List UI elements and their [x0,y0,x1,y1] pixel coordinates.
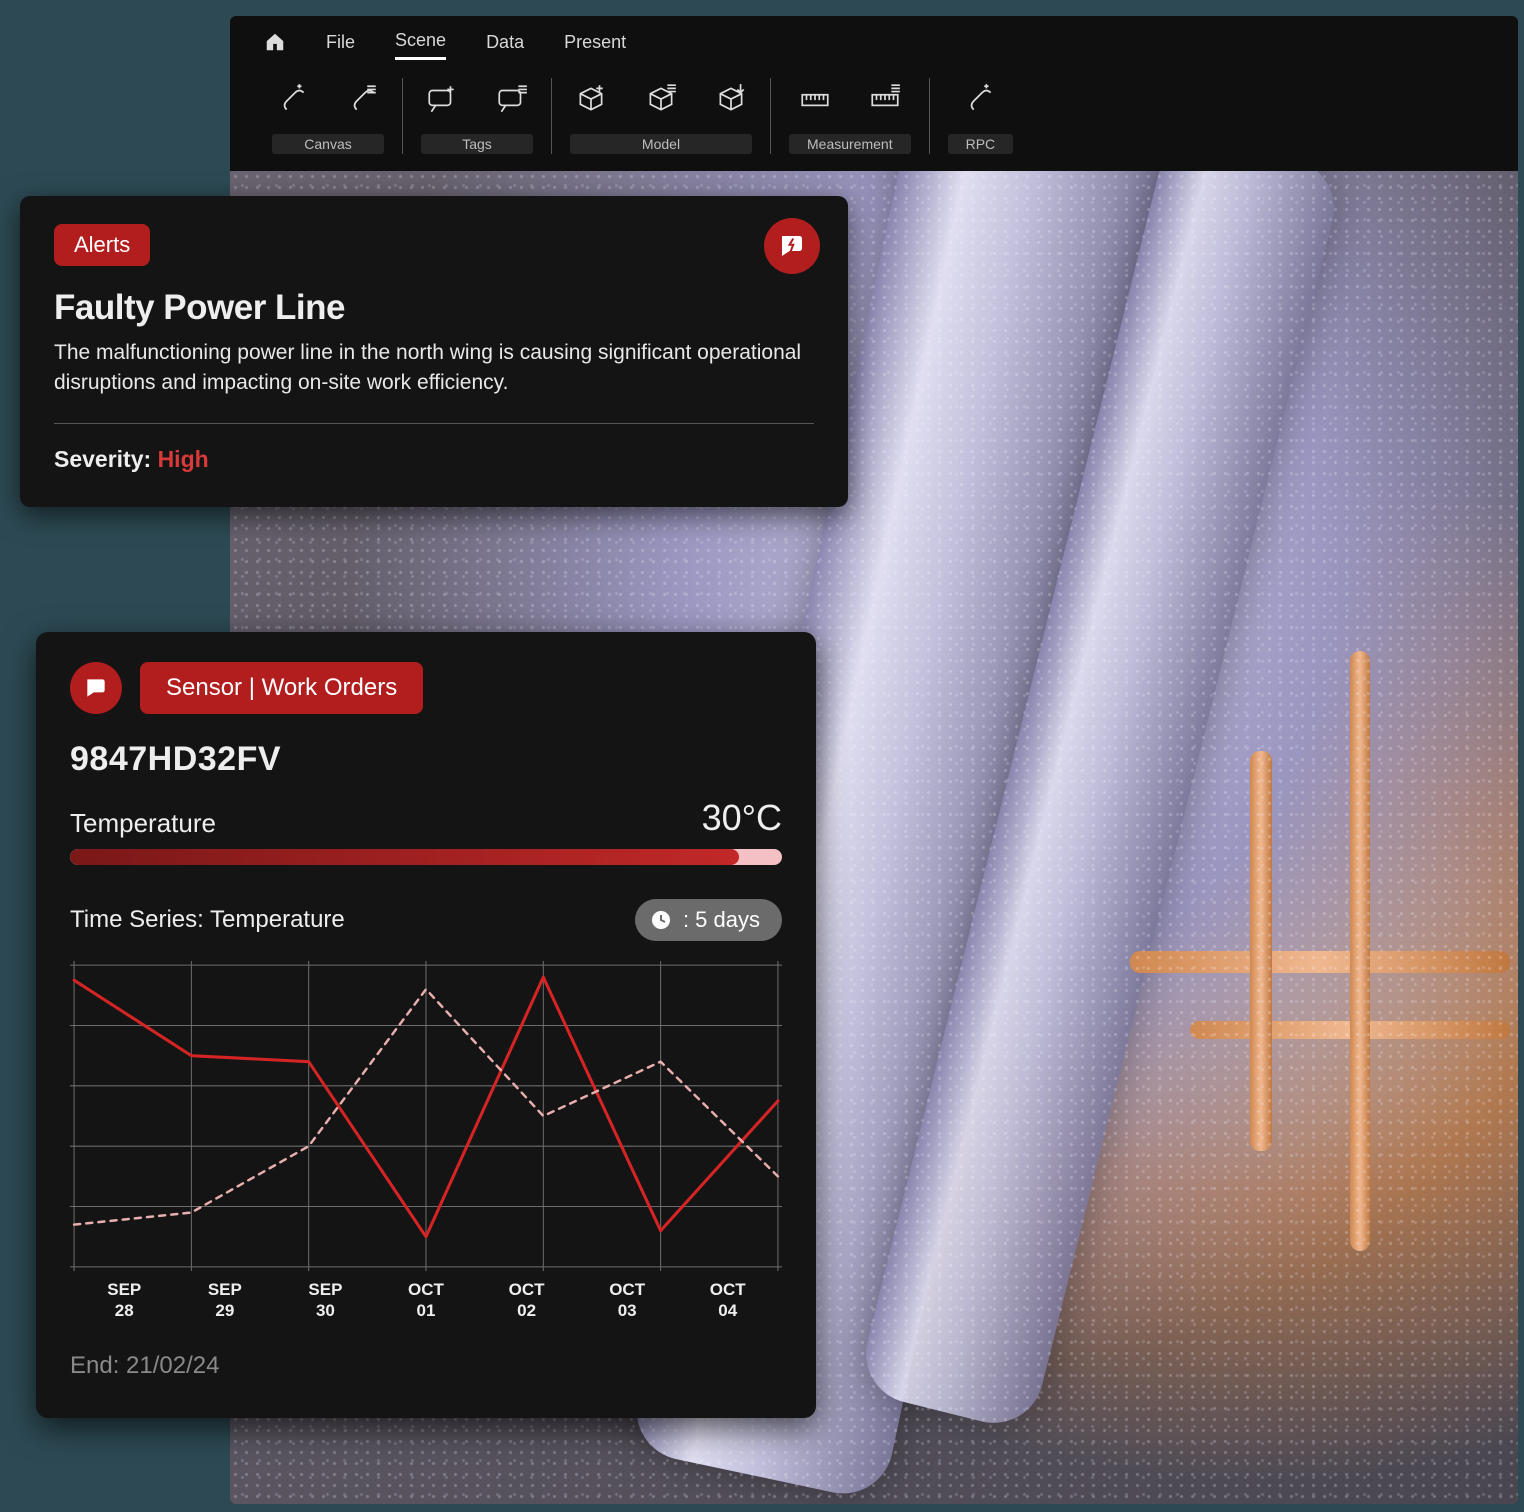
menu-scene[interactable]: Scene [395,30,446,60]
menu-file[interactable]: File [326,32,355,59]
sensor-card: Sensor | Work Orders 9847HD32FV Temperat… [36,632,816,1418]
timerange-label: : 5 days [683,907,760,933]
x-label: SEP28 [74,1279,175,1322]
x-label: OCT04 [677,1279,778,1322]
rpc-add-icon[interactable] [959,78,1001,120]
toolbar: Canvas Tags Model Measurement [230,68,1518,154]
tool-group-canvas: Canvas [254,78,403,154]
home-icon[interactable] [264,31,286,59]
divider [54,423,814,424]
x-label: SEP29 [175,1279,276,1322]
measure-list-icon[interactable] [864,78,906,120]
menu-data[interactable]: Data [486,32,524,59]
temperature-gauge [70,849,782,865]
x-label: SEP30 [275,1279,376,1322]
tool-label-measurement: Measurement [789,134,911,154]
alert-action-icon[interactable] [764,218,820,274]
gauge-fill [70,849,739,865]
timerange-pill[interactable]: : 5 days [635,899,782,941]
tool-label-rpc: RPC [948,134,1014,154]
severity-value: High [158,446,209,472]
gauge-value: 30°C [702,797,782,839]
tool-label-model: Model [570,134,752,154]
model-list-icon[interactable] [640,78,682,120]
x-label: OCT03 [577,1279,678,1322]
x-label: OCT02 [476,1279,577,1322]
clock-icon [649,908,673,932]
timeseries-title: Time Series: Temperature [70,906,345,934]
alert-description: The malfunctioning power line in the nor… [54,338,814,399]
tag-add-icon[interactable] [421,78,463,120]
model-import-icon[interactable] [710,78,752,120]
end-date: End: 21/02/24 [70,1352,782,1380]
tool-group-model: Model [552,78,771,154]
x-label: OCT01 [376,1279,477,1322]
tool-group-rpc: RPC [930,78,1032,154]
alerts-badge[interactable]: Alerts [54,224,150,266]
sensor-mode-button[interactable]: Sensor | Work Orders [140,662,423,714]
tool-group-measurement: Measurement [771,78,930,154]
model-add-icon[interactable] [570,78,612,120]
gauge-label: Temperature [70,808,216,839]
canvas-list-icon[interactable] [342,78,384,120]
tool-label-canvas: Canvas [272,134,384,154]
tag-list-icon[interactable] [491,78,533,120]
tool-group-tags: Tags [403,78,552,154]
alert-severity: Severity: High [54,446,814,473]
chart-x-labels: SEP28SEP29SEP30OCT01OCT02OCT03OCT04 [70,1279,782,1322]
menu-present[interactable]: Present [564,32,626,59]
canvas-add-icon[interactable] [272,78,314,120]
alert-card: Alerts Faulty Power Line The malfunction… [20,196,848,507]
alert-title: Faulty Power Line [54,288,814,328]
severity-label: Severity: [54,446,151,472]
sensor-flash-icon[interactable] [70,662,122,714]
sensor-id: 9847HD32FV [70,740,782,779]
tool-label-tags: Tags [421,134,533,154]
timeseries-chart [70,961,782,1271]
menubar: File Scene Data Present [230,16,1518,68]
measure-add-icon[interactable] [794,78,836,120]
